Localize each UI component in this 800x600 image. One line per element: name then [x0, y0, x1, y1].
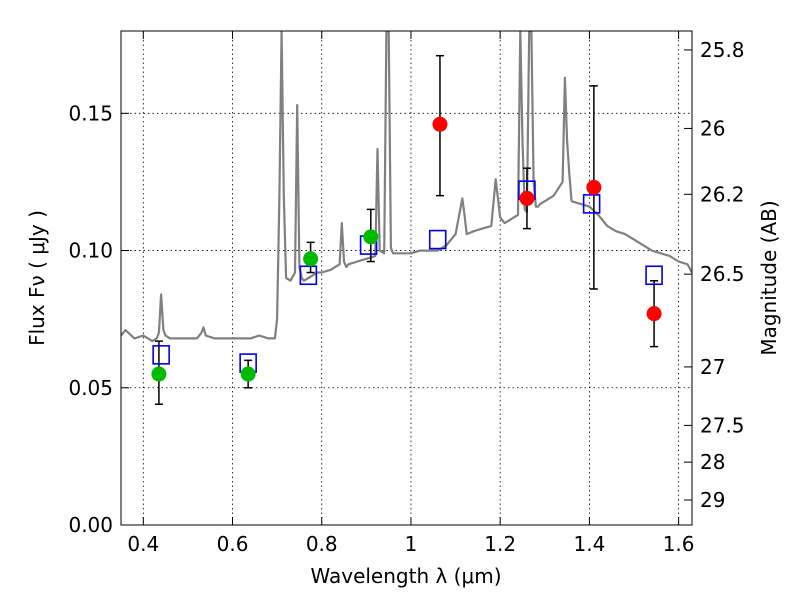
red-point: [646, 306, 662, 322]
x-axis-label: Wavelength λ (μm): [310, 564, 501, 588]
y2-tick-label: 28: [700, 450, 725, 474]
x-tick-label: 0.6: [217, 532, 249, 556]
y2-tick-label: 26.5: [700, 262, 745, 286]
x-axis-ticks: 0.4 0.6 0.8 1 1.2 1.4 1.6: [127, 31, 695, 556]
model-point: [152, 345, 170, 365]
x-tick-label: 0.8: [306, 532, 338, 556]
y-axis-ticks: 0.00 0.05 0.10 0.15: [68, 101, 129, 537]
x-tick-label: 1.6: [663, 532, 695, 556]
y-tick-label: 0.05: [68, 376, 113, 400]
y2-tick-label: 26: [700, 116, 725, 140]
y2-tick-label: 29: [700, 488, 725, 512]
red-point: [519, 190, 535, 206]
model-point: [645, 265, 663, 286]
y-axis-label: Flux Fν ( μJy ): [25, 210, 49, 346]
model-point: [428, 229, 447, 250]
y2-tick-label: 27: [700, 355, 725, 379]
y2-tick-label: 26.2: [700, 182, 745, 206]
green-point: [151, 366, 167, 382]
plot-frame: [120, 30, 693, 526]
spectrum-line: [121, 31, 692, 343]
y-tick-label: 0.00: [68, 513, 113, 537]
y2-axis-label: Magnitude (AB): [757, 200, 781, 355]
photometry-points-layer: [151, 116, 662, 382]
spectrum-layer: [121, 31, 692, 343]
red-point: [586, 179, 602, 195]
x-tick-label: 0.4: [127, 532, 159, 556]
grid-lines: [121, 31, 692, 525]
y-tick-label: 0.10: [68, 239, 113, 263]
y2-tick-label: 27.5: [700, 413, 745, 437]
model-point: [582, 194, 601, 214]
y2-tick-label: 25.8: [700, 38, 745, 62]
y-tick-label: 0.15: [68, 101, 113, 125]
green-point: [303, 251, 319, 267]
green-point: [363, 229, 379, 245]
x-tick-label: 1.4: [573, 532, 605, 556]
x-tick-label: 1.2: [484, 532, 516, 556]
green-point: [240, 366, 256, 382]
x-tick-label: 1: [405, 532, 418, 556]
red-point: [432, 116, 448, 132]
model-point: [299, 265, 318, 286]
y2-axis-ticks: 25.8 26 26.2 26.5 27 27.5 28 29: [684, 38, 745, 512]
